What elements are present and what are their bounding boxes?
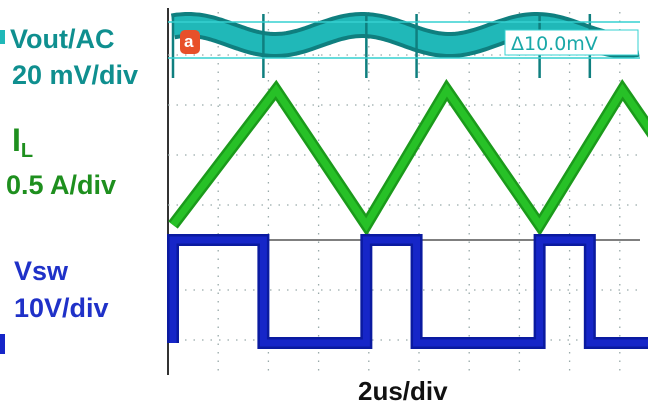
vout-scale-label: 20 mV/div: [12, 60, 139, 90]
il-channel-label: IL: [12, 122, 33, 161]
vsw-left-marker: [0, 334, 5, 354]
cursor-group: Δ10.0mV a: [168, 21, 640, 59]
vsw-scale-label: 10V/div: [14, 293, 109, 323]
vsw-channel-label: Vsw: [14, 256, 69, 286]
cursor-badge: [180, 30, 200, 54]
vout-channel-label: Vout/AC: [10, 24, 115, 54]
timebase-label: 2us/div: [358, 376, 448, 406]
vsw-trace-outline: [167, 234, 648, 349]
il-scale-label: 0.5 A/div: [6, 170, 117, 200]
cursor-badge-label: a: [184, 32, 194, 51]
il-subscript: L: [20, 140, 34, 162]
il-trace: [170, 83, 648, 232]
vout-trace: [171, 15, 639, 54]
il-symbol: I: [12, 122, 21, 158]
cursor-readout-box: [504, 29, 639, 56]
vsw-trace: [169, 236, 648, 347]
vout-left-marker: [0, 30, 5, 44]
cursor-readout: Δ10.0mV: [511, 33, 598, 55]
graticule: [167, 8, 640, 375]
